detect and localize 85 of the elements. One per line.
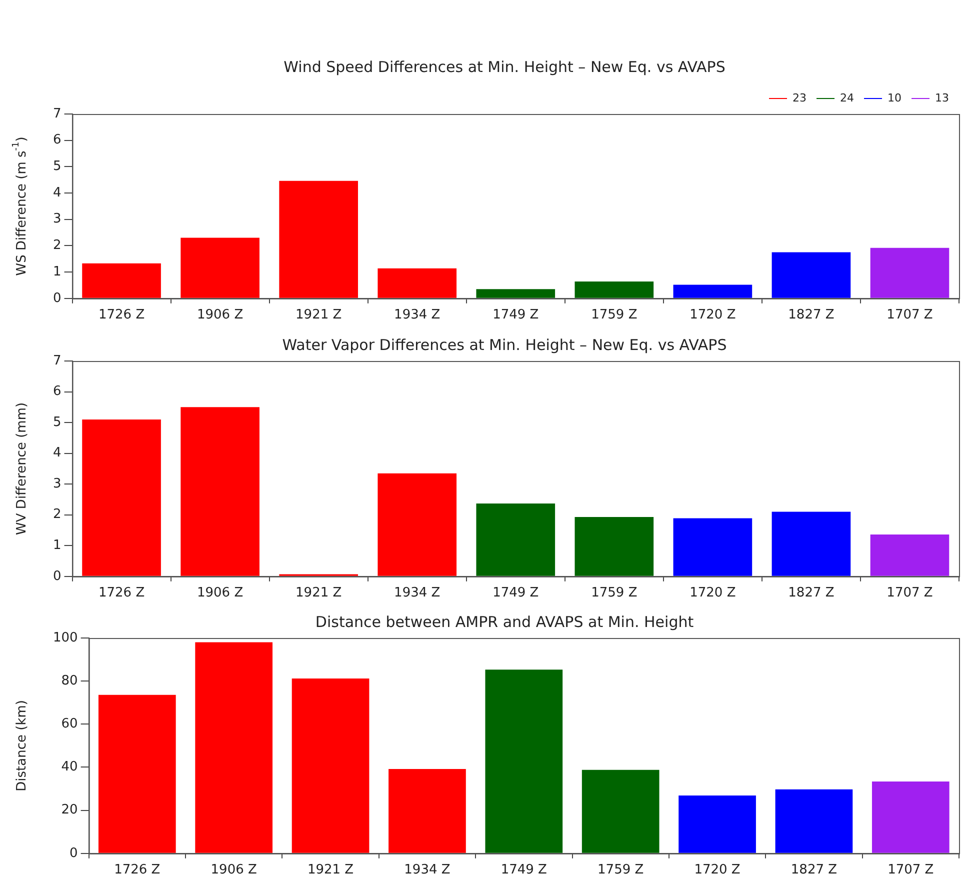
chart-title: Distance between AMPR and AVAPS at Min. Height	[315, 612, 694, 631]
bar	[388, 768, 466, 853]
bar	[772, 252, 851, 298]
y-tick-label: 3	[52, 212, 62, 227]
y-tick-label: 5	[52, 159, 62, 174]
x-tick-label: 1827 Z	[790, 862, 838, 878]
y-tick-label: 100	[52, 630, 78, 646]
y-tick-label: 0	[52, 290, 62, 306]
x-tick-label: 1726 Z	[98, 308, 145, 323]
y-axis-title: Distance (km)	[14, 700, 30, 792]
chart-title: Water Vapor Differences at Min. Height – New Eq. vs AVAPS	[282, 336, 727, 354]
bar	[574, 517, 654, 576]
legend-label: 10	[888, 91, 902, 104]
x-tick-label: 1827 Z	[788, 586, 834, 601]
bar	[82, 419, 161, 576]
y-tick-label: 2	[52, 238, 62, 254]
bar	[180, 238, 260, 298]
x-tick-label: 1759 Z	[591, 586, 638, 601]
x-tick-label: 1921 Z	[296, 586, 342, 601]
y-tick-label: 6	[52, 132, 62, 148]
x-tick-label: 1827 Z	[788, 308, 834, 323]
bar	[582, 770, 660, 853]
x-tick-label: 1934 Z	[404, 862, 450, 878]
x-tick-label: 1906 Z	[196, 586, 244, 601]
bar	[292, 678, 370, 853]
bar	[476, 503, 556, 576]
legend-label: 23	[792, 91, 807, 104]
y-tick-label: 80	[61, 673, 78, 688]
y-tick-label: 7	[52, 106, 62, 122]
bar	[180, 407, 260, 576]
x-tick-label: 1749 Z	[492, 586, 539, 601]
chart-title: Wind Speed Differences at Min. Height – New Eq. vs AVAPS	[284, 58, 726, 76]
x-tick-label: 1906 Z	[210, 862, 257, 878]
y-tick-label: 40	[61, 760, 78, 775]
bar	[574, 282, 654, 298]
x-tick-label: 1759 Z	[591, 308, 638, 323]
bar	[772, 512, 851, 576]
x-tick-label: 1707 Z	[888, 862, 934, 878]
y-tick-label: 0	[70, 846, 78, 861]
bar	[775, 789, 853, 853]
y-axis-title: WS Difference (m s-1)	[11, 136, 30, 276]
x-tick-label: 1759 Z	[598, 862, 644, 878]
bar	[870, 534, 950, 576]
x-tick-label: 1749 Z	[500, 862, 548, 878]
legend-label: 24	[840, 91, 854, 104]
x-tick-label: 1707 Z	[886, 308, 933, 323]
x-tick-label: 1726 Z	[98, 586, 145, 601]
x-tick-label: 1921 Z	[296, 308, 342, 323]
bar	[476, 289, 556, 298]
bar	[673, 284, 752, 298]
x-tick-label: 1726 Z	[114, 862, 160, 878]
bar	[378, 268, 457, 298]
x-tick-label: 1906 Z	[196, 308, 244, 323]
y-tick-label: 3	[52, 476, 62, 492]
y-tick-label: 6	[52, 384, 62, 400]
bar	[82, 263, 161, 298]
x-tick-label: 1720 Z	[694, 862, 740, 878]
bar	[279, 180, 358, 298]
bar	[195, 642, 273, 853]
y-tick-label: 4	[52, 446, 62, 461]
bar	[98, 694, 176, 853]
y-tick-label: 5	[52, 414, 62, 430]
y-axis-title: WV Difference (mm)	[14, 402, 30, 535]
bar	[872, 781, 950, 853]
bar	[485, 670, 563, 853]
y-tick-label: 60	[61, 716, 78, 732]
bar	[673, 518, 752, 576]
y-tick-label: 7	[52, 353, 62, 368]
bar	[870, 248, 950, 298]
y-tick-label: 2	[52, 507, 62, 522]
x-tick-label: 1934 Z	[394, 586, 440, 601]
y-tick-label: 4	[52, 185, 62, 200]
bar	[378, 473, 457, 576]
x-tick-label: 1720 Z	[690, 586, 736, 601]
bar	[678, 795, 756, 853]
x-tick-label: 1921 Z	[307, 862, 354, 878]
y-tick-label: 20	[61, 802, 78, 818]
x-tick-label: 1720 Z	[690, 308, 736, 323]
x-tick-label: 1749 Z	[492, 308, 539, 323]
y-tick-label: 1	[52, 264, 62, 280]
legend-label: 13	[935, 91, 950, 104]
y-tick-label: 1	[52, 538, 62, 554]
x-tick-label: 1707 Z	[886, 586, 933, 601]
y-tick-label: 0	[52, 568, 62, 584]
x-tick-label: 1934 Z	[394, 308, 440, 323]
